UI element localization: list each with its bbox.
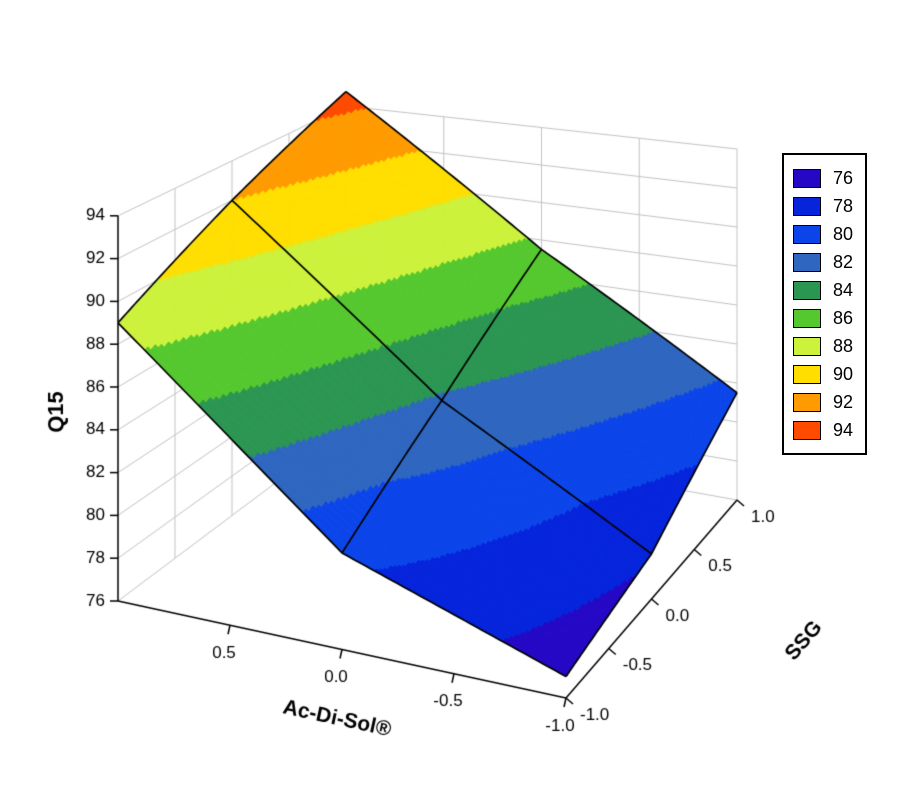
legend-swatch (793, 252, 821, 272)
legend-label: 78 (833, 196, 854, 216)
legend-swatch (793, 224, 821, 244)
legend-swatch (793, 168, 821, 188)
legend-label: 88 (833, 336, 854, 356)
legend-label: 76 (833, 168, 854, 188)
legend-item: 84 (793, 276, 853, 304)
legend-item: 88 (793, 332, 853, 360)
legend-item: 76 (793, 164, 853, 192)
legend-swatch (793, 336, 821, 356)
legend-swatch (793, 364, 821, 384)
legend-label: 92 (833, 392, 854, 412)
legend-label: 86 (833, 308, 854, 328)
legend-item: 90 (793, 360, 853, 388)
legend-label: 94 (833, 420, 854, 440)
legend-label: 84 (833, 280, 854, 300)
legend-item: 78 (793, 192, 853, 220)
legend-swatch (793, 196, 821, 216)
legend-items: 76 78 80 82 84 86 88 90 92 94 (793, 164, 853, 444)
legend-item: 92 (793, 388, 853, 416)
legend-swatch (793, 308, 821, 328)
legend-item: 80 (793, 220, 853, 248)
legend-label: 80 (833, 224, 854, 244)
legend-item: 86 (793, 304, 853, 332)
legend-item: 94 (793, 416, 853, 444)
legend-label: 82 (833, 252, 854, 272)
legend-label: 90 (833, 364, 854, 384)
legend: 76 78 80 82 84 86 88 90 92 94 (782, 153, 868, 455)
legend-item: 82 (793, 248, 853, 276)
legend-swatch (793, 420, 821, 440)
legend-swatch (793, 280, 821, 300)
legend-swatch (793, 392, 821, 412)
